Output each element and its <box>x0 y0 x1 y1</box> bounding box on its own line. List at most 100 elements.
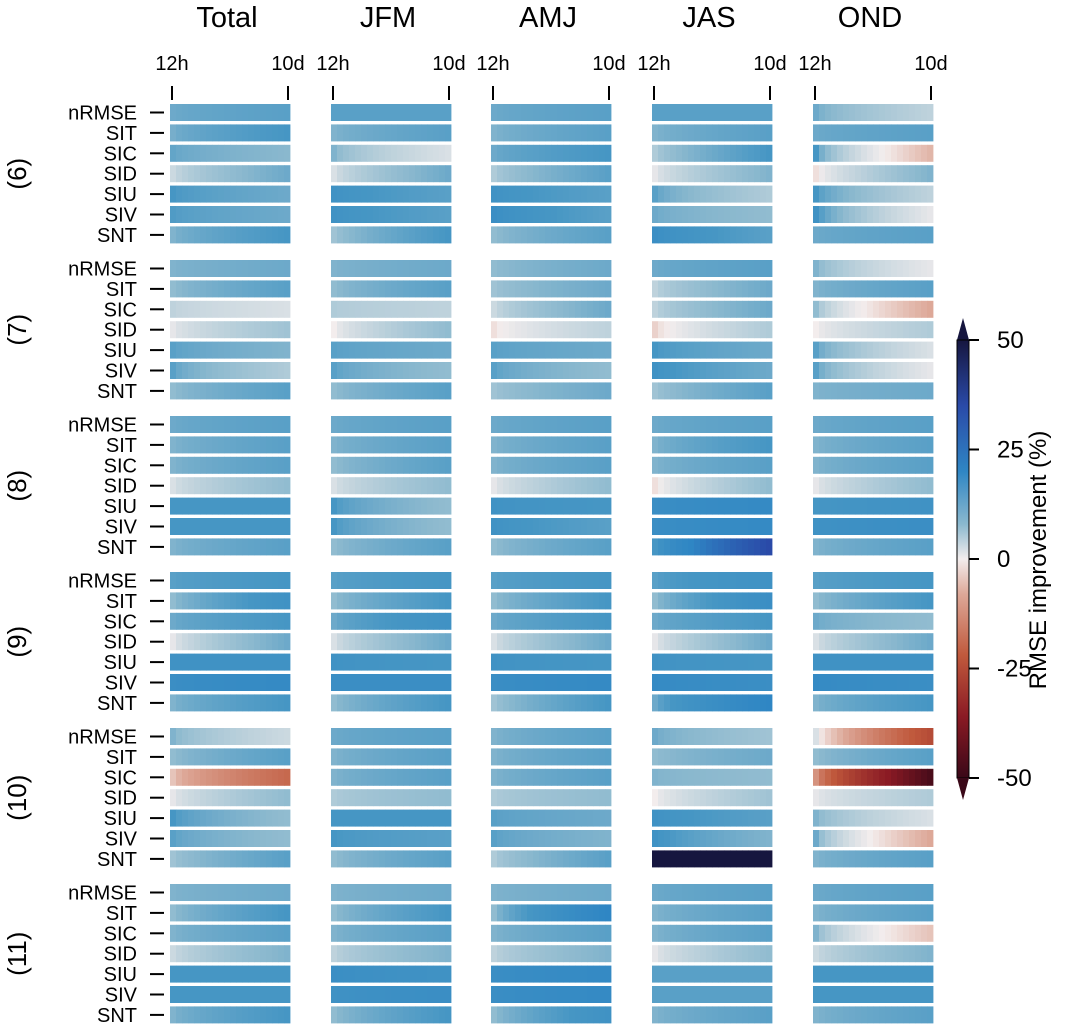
heatmap-cell <box>509 416 516 433</box>
heatmap-cell <box>760 436 767 454</box>
heatmap-cell <box>361 538 368 556</box>
heatmap-cell <box>682 382 689 400</box>
heatmap-cell <box>182 104 189 121</box>
heatmap-cell <box>497 965 504 983</box>
heatmap-cell <box>409 830 416 847</box>
heatmap-cell <box>391 768 398 786</box>
heatmap-cell <box>248 653 255 671</box>
heatmap-cell <box>861 436 868 454</box>
heatmap-cell <box>260 728 267 745</box>
heatmap-cell <box>897 497 904 515</box>
heatmap-cell <box>515 456 522 474</box>
heatmap-cell <box>664 321 671 339</box>
heatmap-cell <box>921 1006 928 1024</box>
heatmap-cell <box>170 321 177 339</box>
heatmap-cell <box>349 341 356 359</box>
heatmap-cell <box>849 789 856 807</box>
heatmap-cell <box>897 809 904 827</box>
heatmap-cell <box>885 728 892 745</box>
heatmap-cell <box>385 592 392 610</box>
heatmap-cell <box>170 456 177 474</box>
heatmap-cell <box>236 165 243 183</box>
heatmap-cell <box>445 592 452 610</box>
heatmap-cell <box>497 436 504 454</box>
heatmap-cell <box>337 830 344 847</box>
heatmap-cell <box>379 694 386 712</box>
heatmap-cell <box>700 104 707 121</box>
heatmap-cell <box>921 321 928 339</box>
heatmap-cell <box>855 382 862 400</box>
heatmap-cell <box>397 280 404 298</box>
heatmap-cell <box>260 572 267 589</box>
heatmap-cell <box>409 653 416 671</box>
heatmap-cell <box>754 518 761 535</box>
heatmap-cell <box>545 260 552 277</box>
heatmap-cell <box>397 1006 404 1024</box>
heatmap-cell <box>581 321 588 339</box>
heatmap-cell <box>427 809 434 827</box>
heatmap-cell <box>445 185 452 203</box>
heatmap-cell <box>605 260 612 277</box>
heatmap-cell <box>337 436 344 454</box>
heatmap-cell <box>605 321 612 339</box>
heatmap-cell <box>658 768 665 786</box>
heatmap-cell <box>682 653 689 671</box>
heatmap-cell <box>873 965 880 983</box>
heatmap-cell <box>760 477 767 495</box>
heatmap-cell <box>503 185 510 203</box>
heatmap-cell <box>897 748 904 766</box>
heatmap-cell <box>260 362 267 379</box>
heatmap-cell <box>909 185 916 203</box>
heatmap-cell <box>373 144 380 162</box>
heatmap-cell <box>515 280 522 298</box>
heatmap-cell <box>182 653 189 671</box>
heatmap-cell <box>361 362 368 379</box>
heatmap-cell <box>194 518 201 535</box>
heatmap-cell <box>748 497 755 515</box>
heatmap-cell <box>652 768 659 786</box>
heatmap-cell <box>700 477 707 495</box>
heatmap-cell <box>182 633 189 651</box>
heatmap-cell <box>736 538 743 556</box>
heatmap-cell <box>170 748 177 766</box>
heatmap-cell <box>927 1006 934 1024</box>
heatmap-cell <box>427 924 434 942</box>
heatmap-cell <box>861 321 868 339</box>
heatmap-cell <box>700 748 707 766</box>
heatmap-cell <box>539 924 546 942</box>
heatmap-cell <box>373 124 380 142</box>
heatmap-cell <box>343 965 350 983</box>
heatmap-cell <box>700 572 707 589</box>
heatmap-cell <box>843 653 850 671</box>
heatmap-cell <box>760 965 767 983</box>
heatmap-cell <box>813 144 820 162</box>
heatmap-cell <box>373 226 380 244</box>
heatmap-cell <box>831 1006 838 1024</box>
heatmap-cell <box>593 382 600 400</box>
heatmap-cell <box>503 694 510 712</box>
heatmap-cell <box>373 260 380 277</box>
heatmap-cell <box>742 924 749 942</box>
heatmap-cell <box>748 362 755 379</box>
heatmap-cell <box>188 653 195 671</box>
heatmap-cell <box>170 884 177 901</box>
heatmap-cell <box>730 904 737 922</box>
heatmap-cell <box>266 592 273 610</box>
heatmap-cell <box>593 904 600 922</box>
heatmap-cell <box>242 633 249 651</box>
heatmap-cell <box>367 280 374 298</box>
heatmap-cell <box>361 416 368 433</box>
heatmap-cell <box>831 850 838 868</box>
heatmap-cell <box>599 592 606 610</box>
heatmap-cell <box>373 612 380 630</box>
heatmap-cell <box>754 300 761 318</box>
heatmap-cell <box>742 341 749 359</box>
heatmap-cell <box>688 674 695 691</box>
heatmap-cell <box>224 633 231 651</box>
heatmap-cell <box>200 456 207 474</box>
heatmap-cell <box>445 144 452 162</box>
heatmap-cell <box>343 341 350 359</box>
heatmap-cell <box>266 124 273 142</box>
heatmap-cell <box>373 280 380 298</box>
heatmap-cell <box>825 362 832 379</box>
